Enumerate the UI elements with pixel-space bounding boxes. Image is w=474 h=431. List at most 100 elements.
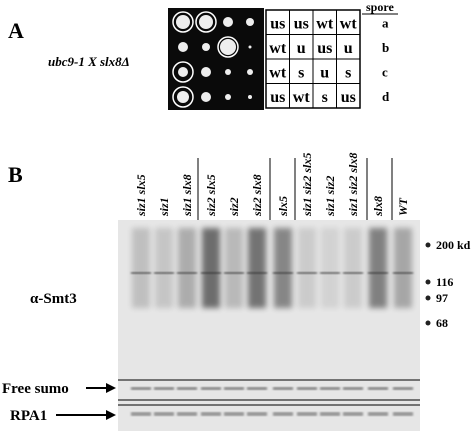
colony-ring: [172, 61, 194, 83]
band: [393, 387, 413, 390]
lane-label: siz1: [157, 197, 171, 217]
genotype: u: [297, 40, 306, 57]
lane-label: WT: [396, 197, 410, 216]
spore-header: spore: [366, 0, 394, 14]
genotype: s: [298, 64, 304, 81]
lane-label: slx5: [276, 196, 290, 217]
marker-dot: [425, 320, 431, 326]
genotype: us: [317, 40, 332, 57]
genotype: us: [294, 15, 309, 32]
band: [368, 272, 388, 274]
genotype: wt: [316, 15, 334, 32]
colony-ring: [195, 11, 217, 33]
genotype: wt: [340, 15, 358, 32]
band: [177, 272, 197, 274]
genotype: wt: [269, 40, 287, 57]
smear: [202, 228, 220, 308]
band: [131, 387, 151, 390]
colony: [225, 69, 231, 75]
colony: [176, 15, 190, 29]
band: [320, 412, 340, 416]
smear: [155, 228, 173, 308]
lane-label: siz2: [227, 197, 241, 217]
band: [224, 412, 244, 416]
marker-label: 116: [436, 275, 453, 289]
genotype: us: [341, 89, 356, 106]
band: [320, 387, 340, 390]
band: [343, 412, 363, 416]
spore-label: b: [382, 40, 389, 55]
lane-label: siz1 siz2 slx8: [346, 153, 360, 217]
colony: [178, 67, 188, 77]
band: [273, 412, 293, 416]
smear: [369, 228, 387, 308]
colony: [248, 95, 252, 99]
spore-label: d: [382, 89, 390, 104]
panel-label: B: [8, 162, 23, 187]
colony: [201, 92, 211, 102]
band: [393, 412, 413, 416]
band: [297, 272, 317, 274]
band: [131, 412, 151, 416]
band: [297, 412, 317, 416]
band: [201, 412, 221, 416]
genotype: u: [344, 40, 353, 57]
genotype: wt: [293, 89, 311, 106]
band: [154, 272, 174, 274]
band: [368, 412, 388, 416]
band: [154, 387, 174, 390]
colony: [199, 15, 213, 29]
marker-dot: [425, 295, 431, 301]
colony: [201, 67, 211, 77]
band: [201, 272, 221, 274]
band: [368, 387, 388, 390]
marker-dot: [425, 242, 431, 248]
lane-label: siz1 slx8: [180, 174, 194, 217]
band: [273, 272, 293, 274]
colony: [177, 91, 189, 103]
lane-label: siz1 slx5: [134, 174, 148, 217]
lane-label: slx8: [371, 196, 385, 217]
smear: [298, 228, 316, 308]
genotype: us: [270, 15, 285, 32]
smear: [344, 228, 362, 308]
band: [131, 272, 151, 274]
band: [201, 387, 221, 390]
arrow-head: [106, 383, 116, 393]
colony: [248, 45, 252, 49]
colony: [202, 43, 210, 51]
spore-label: c: [382, 64, 388, 79]
genotype: wt: [269, 64, 287, 81]
smear: [274, 228, 292, 308]
smear: [225, 228, 243, 308]
colony: [178, 42, 188, 52]
blot-bands: [131, 228, 413, 416]
colony: [220, 39, 236, 55]
band: [297, 387, 317, 390]
colony: [247, 69, 253, 75]
band: [224, 387, 244, 390]
colony: [223, 17, 233, 27]
smear: [132, 228, 150, 308]
rpa1-label: RPA1: [10, 408, 47, 424]
genotype: u: [320, 64, 329, 81]
smear: [394, 228, 412, 308]
band: [224, 272, 244, 274]
colony-ring: [217, 36, 239, 58]
lane-label: siz2 slx8: [250, 174, 264, 217]
lane-label: siz1 siz2 slx5: [300, 153, 314, 217]
band: [177, 387, 197, 390]
marker-label: 68: [436, 316, 448, 330]
genotype: us: [270, 89, 285, 106]
marker-label: 97: [436, 291, 448, 305]
band: [320, 272, 340, 274]
genotype: s: [345, 64, 351, 81]
genotype: s: [322, 89, 328, 106]
smear: [178, 228, 196, 308]
band: [343, 387, 363, 390]
lane-label: siz2 slx5: [204, 174, 218, 217]
colony: [225, 94, 231, 100]
cross-label: ubc9-1 X slx8Δ: [48, 54, 130, 69]
